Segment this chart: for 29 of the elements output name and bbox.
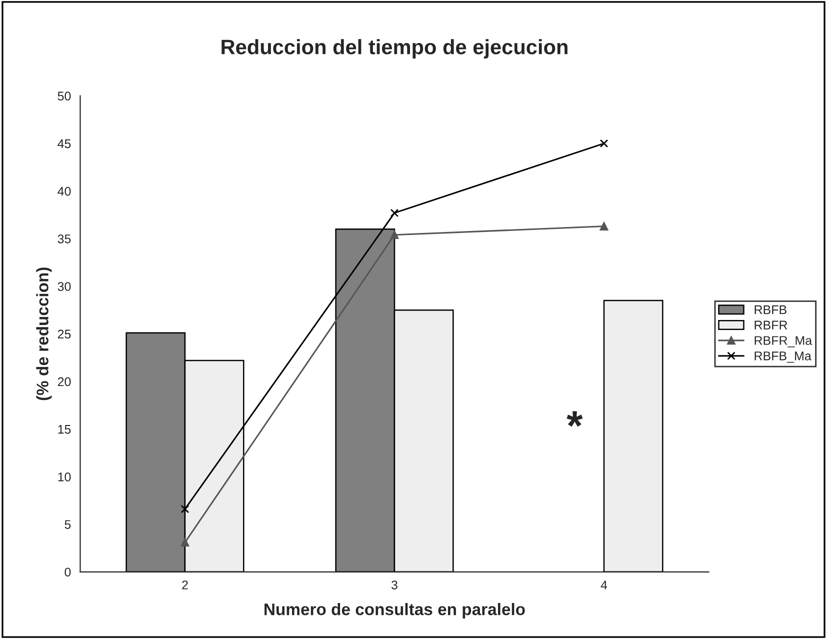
point: [390, 208, 399, 218]
y-tick-label: 45: [58, 139, 71, 148]
point: [180, 504, 190, 514]
legend-label: RBFR_Ma: [754, 336, 812, 348]
y-tick-label: 20: [58, 377, 71, 386]
annotation: *: [566, 411, 583, 427]
point: [390, 230, 399, 240]
y-tick-label: 15: [58, 425, 71, 434]
bar: [603, 300, 664, 572]
point: [600, 222, 608, 230]
y-axis-title: (% de reduccion): [36, 268, 52, 400]
x-axis-title: Numero de consultas en paralelo: [264, 603, 525, 619]
y-tick-label: 30: [58, 282, 71, 291]
point: [180, 538, 190, 547]
y-tick-label: 0: [64, 568, 71, 577]
legend-label: RBFR: [754, 320, 788, 330]
legend-label: RBFB: [754, 305, 786, 314]
point: [600, 139, 608, 148]
y-tick-label: 35: [58, 234, 71, 244]
y-tick-label: 10: [58, 472, 71, 482]
x-tick-label: 2: [182, 580, 188, 590]
chart-title: Reduccion del tiempo de ejecucion: [222, 39, 568, 59]
y-tick-label: 5: [64, 520, 71, 529]
x-tick-label: 4: [600, 580, 608, 590]
y-tick-label: 50: [58, 92, 71, 100]
y-tick-label: 25: [58, 330, 71, 339]
legend-label: RBFB_Ma: [754, 352, 812, 363]
y-tick-label: 40: [58, 186, 71, 196]
x-tick-label: 3: [391, 580, 398, 590]
